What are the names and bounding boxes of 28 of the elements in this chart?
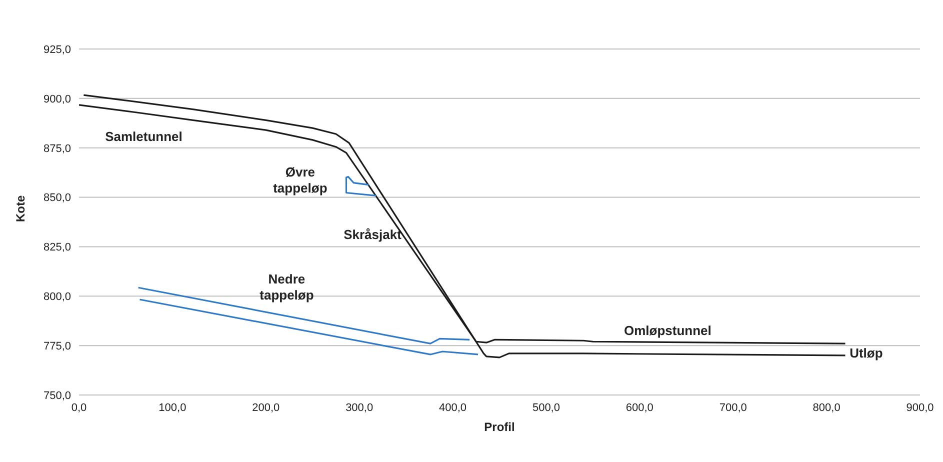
annotation: Øvre tappeløp: [273, 164, 328, 196]
x-tick-label: 0,0: [71, 402, 87, 414]
y-tick-label: 775,0: [43, 340, 71, 352]
line-series: [345, 176, 377, 197]
y-tick-label: 825,0: [43, 242, 71, 254]
annotation: Skråsjakt: [344, 226, 402, 242]
line-series: [138, 286, 470, 344]
y-axis-title: Kote: [13, 195, 28, 222]
x-axis-title: Profil: [484, 420, 515, 434]
x-tick-label: 800,0: [812, 402, 840, 414]
annotation: Samletunnel: [105, 128, 182, 144]
x-tick-label: 700,0: [719, 402, 747, 414]
x-tick-label: 300,0: [346, 402, 374, 414]
y-tick-label: 850,0: [43, 192, 71, 204]
y-tick-label: 875,0: [43, 142, 71, 155]
x-tick-label: 900,0: [906, 402, 934, 414]
x-tick-label: 600,0: [626, 402, 654, 414]
x-tick-label: 400,0: [439, 402, 467, 414]
y-tick-label: 750,0: [43, 390, 71, 402]
annotation: Nedre tappeløp: [260, 272, 314, 303]
x-tick-label: 200,0: [252, 402, 280, 414]
x-tick-label: 500,0: [532, 402, 560, 414]
y-tick-label: 800,0: [43, 291, 71, 304]
annotation: Omløpstunnel: [624, 322, 712, 338]
y-tick-label: 900,0: [43, 93, 71, 106]
x-tick-label: 100,0: [158, 402, 186, 414]
annotation: Utløp: [850, 345, 883, 360]
y-tick-label: 925,0: [43, 44, 71, 56]
